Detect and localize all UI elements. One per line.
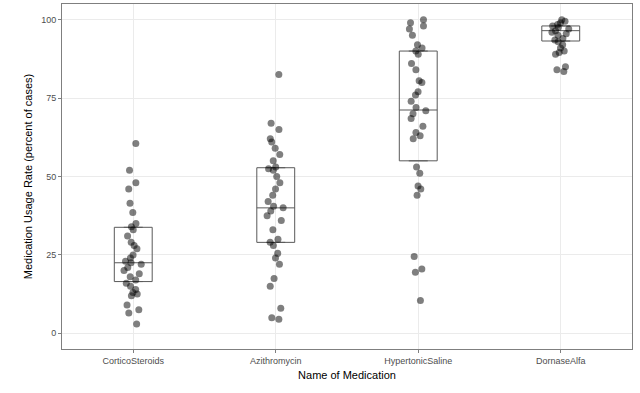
svg-text:HypertonicSaline: HypertonicSaline xyxy=(384,356,452,366)
svg-text:DornaseAlfa: DornaseAlfa xyxy=(536,356,586,366)
svg-text:Name of Medication: Name of Medication xyxy=(298,369,396,381)
svg-text:100: 100 xyxy=(41,15,56,25)
svg-text:Medication Usage Rate (percent: Medication Usage Rate (percent of cases) xyxy=(22,74,34,279)
svg-text:Azithromycin: Azithromycin xyxy=(250,356,302,366)
svg-text:0: 0 xyxy=(51,328,56,338)
svg-text:50: 50 xyxy=(46,172,56,182)
svg-text:CorticoSteroids: CorticoSteroids xyxy=(102,356,164,366)
svg-text:75: 75 xyxy=(46,93,56,103)
svg-text:25: 25 xyxy=(46,250,56,260)
